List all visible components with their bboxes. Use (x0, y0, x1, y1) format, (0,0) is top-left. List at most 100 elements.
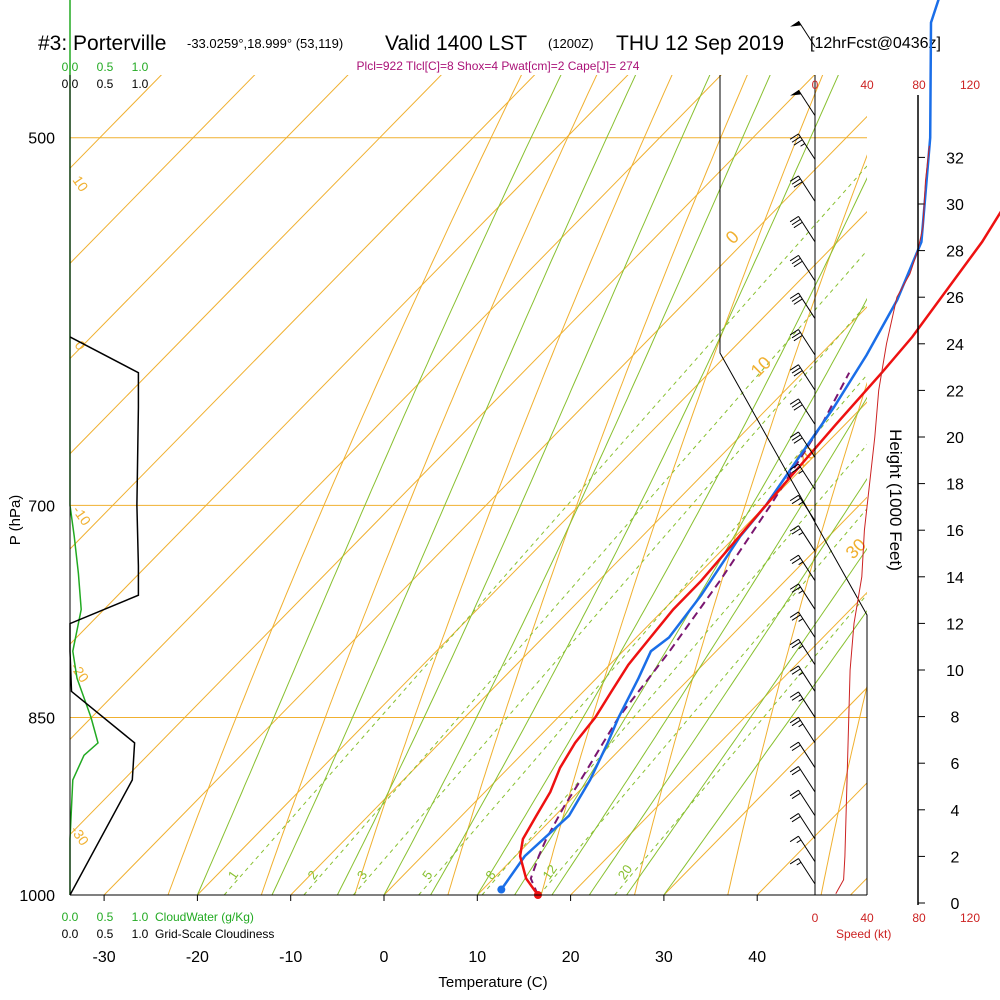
wind-barb (789, 292, 816, 319)
height-tick-label: 4 (951, 803, 960, 820)
wind-barb (789, 329, 816, 356)
wind-panel: 0040408080120120024681012141618202224262… (719, 20, 980, 925)
speed-tick-top: 0 (812, 78, 819, 92)
cloudiness-tick-bottom: 0.5 (97, 927, 114, 941)
wind-barb (789, 741, 816, 768)
moist-adiabat-line (626, 547, 867, 895)
isotherm-line (70, 75, 629, 645)
wind-barb (789, 611, 816, 638)
moist-adiabat-line (551, 396, 867, 895)
height-tick-label: 20 (946, 430, 964, 447)
utc-time: (1200Z) (548, 36, 594, 51)
moist-adiabat-line (383, 75, 771, 895)
isotherm-line (70, 75, 536, 550)
dry-adiabat-line (447, 75, 748, 895)
cloudwater-tick-bottom: 0.0 (62, 910, 79, 924)
wind-barb (789, 364, 816, 391)
speed-tick-top: 120 (960, 78, 980, 92)
wind-speed-profile (835, 145, 930, 894)
isotherm-line (289, 306, 867, 895)
isotherm-line (70, 75, 722, 741)
temperature-tick-label: -20 (186, 949, 209, 966)
isotherm-line (569, 591, 867, 895)
cloudwater-profile (69, 0, 99, 895)
height-tick-label: 12 (946, 616, 964, 633)
valid-time: Valid 1400 LST (385, 32, 527, 55)
moist-adiabat-line (430, 75, 839, 895)
surface-dewpoint-dot (497, 885, 506, 894)
x-axis-title: Temperature (C) (438, 974, 547, 991)
height-tick-label: 16 (946, 523, 964, 540)
cloudwater-tick-bottom: 0.5 (97, 910, 114, 924)
speed-tick-bottom: 120 (960, 911, 980, 925)
wind-barb (789, 766, 816, 793)
height-tick-label: 14 (946, 570, 964, 587)
wind-barb (789, 398, 816, 425)
dry-adiabat-line (820, 684, 867, 895)
dry-adiabat-line (167, 75, 522, 895)
isotherm-label: 30 (842, 535, 870, 563)
mixing-ratio-label: 20 (615, 862, 636, 882)
sounding-profiles (497, 0, 1000, 899)
moist-adiabat-line (588, 478, 867, 895)
dry-adiabat-line (633, 154, 867, 895)
moist-adiabat-line (663, 610, 867, 895)
mixing-ratio-label: 1 (225, 868, 241, 883)
height-tick-label: 28 (946, 244, 964, 261)
temperature-tick-label: 40 (748, 949, 766, 966)
panel-outline (719, 75, 868, 895)
wind-barb (789, 431, 816, 458)
pressure-tick-label: 700 (28, 498, 55, 515)
axis-ticks: 2503004005007008501000-30-20-10010203040… (19, 60, 766, 966)
isotherm-line (70, 75, 256, 265)
mixing-ratio-label: 8 (482, 868, 498, 883)
temperature-tick-label: -10 (279, 949, 302, 966)
isotherm-line (383, 401, 867, 895)
forecast-run: [12hrFcst@0436z] (810, 35, 941, 52)
wind-barb (789, 835, 816, 862)
temperature-tick-label: 0 (380, 949, 389, 966)
height-tick-label: 6 (951, 756, 960, 773)
wind-barb (789, 554, 816, 581)
height-tick-label: 8 (951, 710, 960, 727)
temperature-tick-label: 20 (562, 949, 580, 966)
isotherm-line (70, 75, 349, 360)
dry-adiabat-label: 10 (70, 173, 92, 195)
dry-adiabat-line (260, 75, 598, 895)
cloudiness-label: Grid-Scale Cloudiness (155, 927, 274, 941)
mixing-ratio-line (353, 303, 867, 895)
wind-barb (789, 254, 816, 282)
temperature-line (518, 210, 1000, 896)
mixing-ratio-line (418, 374, 867, 895)
height-axis-title: Height (1000 Feet) (886, 429, 905, 571)
wind-barb (790, 89, 816, 116)
wind-barb (789, 665, 816, 692)
cloudwater-tick-top: 1.0 (132, 60, 149, 74)
wind-barb (789, 463, 816, 490)
isotherm-line (70, 75, 816, 836)
cloudiness-tick-top: 1.0 (132, 77, 149, 91)
speed-tick-top: 80 (912, 78, 926, 92)
wind-barb (789, 789, 816, 816)
pressure-tick-label: 850 (28, 710, 55, 727)
wind-barb (790, 20, 816, 47)
cloudiness-tick-top: 0.5 (97, 77, 114, 91)
mixing-ratio-line (223, 165, 867, 895)
wind-barb (789, 813, 816, 840)
cloudiness-tick-bottom: 1.0 (132, 927, 149, 941)
cloudiness-profile (69, 336, 140, 896)
moist-adiabat-line (336, 75, 711, 895)
isotherm-line (476, 496, 867, 895)
speed-tick-bottom: 0 (812, 911, 819, 925)
temperature-tick-label: -30 (93, 949, 116, 966)
cloudwater-tick-top: 0.0 (62, 60, 79, 74)
wind-barb (789, 716, 816, 744)
mixing-ratio-line (481, 443, 867, 895)
pressure-tick-label: 500 (28, 131, 55, 148)
dewpoint-line (500, 0, 940, 891)
height-tick-label: 32 (946, 150, 964, 167)
y-axis-title: P (hPa) (7, 495, 24, 546)
height-tick-label: 22 (946, 383, 964, 400)
moist-adiabat-line (196, 75, 562, 895)
